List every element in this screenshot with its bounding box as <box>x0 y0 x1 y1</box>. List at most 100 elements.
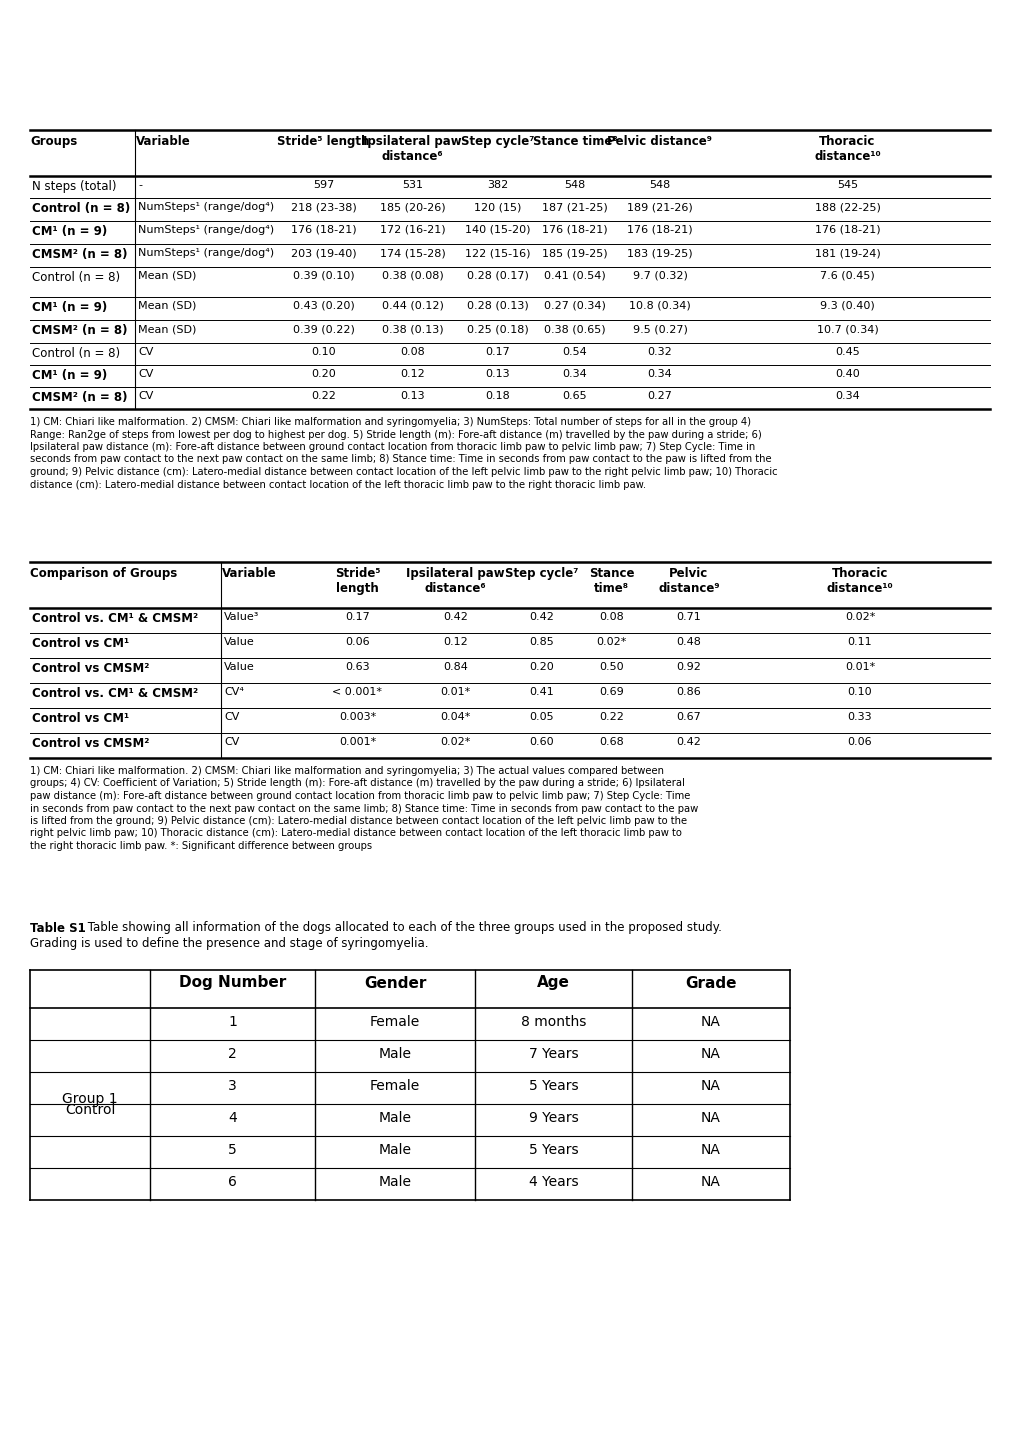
Text: 548: 548 <box>564 180 585 190</box>
Text: 5 Years: 5 Years <box>528 1143 578 1157</box>
Text: 0.06: 0.06 <box>847 737 871 747</box>
Text: 0.13: 0.13 <box>399 391 424 401</box>
Text: 0.86: 0.86 <box>676 687 701 697</box>
Text: 0.71: 0.71 <box>676 612 701 622</box>
Text: Control vs CMSM²: Control vs CMSM² <box>32 737 149 750</box>
Text: 5 Years: 5 Years <box>528 1079 578 1094</box>
Text: 9.3 (0.40): 9.3 (0.40) <box>819 302 874 312</box>
Text: 188 (22-25): 188 (22-25) <box>814 202 879 212</box>
Text: Thoracic
distance¹⁰: Thoracic distance¹⁰ <box>825 567 893 595</box>
Text: 0.84: 0.84 <box>442 662 468 672</box>
Text: Control (n = 8): Control (n = 8) <box>32 271 120 284</box>
Text: 0.003*: 0.003* <box>338 711 376 722</box>
Text: 0.33: 0.33 <box>847 711 871 722</box>
Text: Mean (SD): Mean (SD) <box>138 325 197 333</box>
Text: 0.02*: 0.02* <box>440 737 470 747</box>
Text: Control: Control <box>65 1104 115 1117</box>
Text: Male: Male <box>378 1048 411 1062</box>
Text: 0.85: 0.85 <box>529 636 553 646</box>
Text: 0.67: 0.67 <box>676 711 701 722</box>
Text: Step cycle⁷: Step cycle⁷ <box>461 136 534 149</box>
Text: 4 Years: 4 Years <box>528 1176 578 1189</box>
Text: 185 (20-26): 185 (20-26) <box>379 202 445 212</box>
Text: 218 (23-38): 218 (23-38) <box>290 202 356 212</box>
Text: 183 (19-25): 183 (19-25) <box>627 248 692 258</box>
Text: Group 1: Group 1 <box>62 1091 118 1105</box>
Text: Dog Number: Dog Number <box>178 975 286 990</box>
Text: 10.7 (0.34): 10.7 (0.34) <box>816 325 877 333</box>
Text: 9 Years: 9 Years <box>528 1111 578 1126</box>
Text: CM¹ (n = 9): CM¹ (n = 9) <box>32 302 107 315</box>
Text: Ipsilateral paw distance (m): Fore-aft distance between ground contact location : Ipsilateral paw distance (m): Fore-aft d… <box>30 442 754 452</box>
Text: Grading is used to define the presence and stage of syringomyelia.: Grading is used to define the presence a… <box>30 937 428 949</box>
Text: NA: NA <box>700 1048 720 1062</box>
Text: Value: Value <box>224 662 255 672</box>
Text: in seconds from paw contact to the next paw contact on the same limb; 8) Stance : in seconds from paw contact to the next … <box>30 804 698 814</box>
Text: Male: Male <box>378 1176 411 1189</box>
Text: seconds from paw contact to the next paw contact on the same limb; 8) Stance tim: seconds from paw contact to the next paw… <box>30 455 770 465</box>
Text: Control (n = 8): Control (n = 8) <box>32 202 130 215</box>
Text: Groups: Groups <box>30 136 77 149</box>
Text: 185 (19-25): 185 (19-25) <box>542 248 607 258</box>
Text: 0.12: 0.12 <box>399 369 425 380</box>
Text: 0.25 (0.18): 0.25 (0.18) <box>466 325 528 333</box>
Text: Grade: Grade <box>685 975 736 990</box>
Text: 0.50: 0.50 <box>598 662 624 672</box>
Text: 0.38 (0.65): 0.38 (0.65) <box>544 325 605 333</box>
Text: 0.28 (0.17): 0.28 (0.17) <box>466 271 528 281</box>
Text: 120 (15): 120 (15) <box>474 202 521 212</box>
Text: Step cycle⁷: Step cycle⁷ <box>504 567 578 580</box>
Text: Pelvic distance⁹: Pelvic distance⁹ <box>607 136 712 149</box>
Text: 140 (15-20): 140 (15-20) <box>465 225 530 235</box>
Text: NA: NA <box>700 1016 720 1029</box>
Text: 0.34: 0.34 <box>647 369 672 380</box>
Text: Range: Ran2ge of steps from lowest per dog to highest per dog. 5) Stride length : Range: Ran2ge of steps from lowest per d… <box>30 430 761 440</box>
Text: 548: 548 <box>649 180 669 190</box>
Text: 9.7 (0.32): 9.7 (0.32) <box>632 271 687 281</box>
Text: 0.60: 0.60 <box>529 737 553 747</box>
Text: 1) CM: Chiari like malformation. 2) CMSM: Chiari like malformation and syringomy: 1) CM: Chiari like malformation. 2) CMSM… <box>30 766 663 776</box>
Text: Value: Value <box>224 636 255 646</box>
Text: 0.45: 0.45 <box>835 346 859 356</box>
Text: ground; 9) Pelvic distance (cm): Latero-medial distance between contact location: ground; 9) Pelvic distance (cm): Latero-… <box>30 468 776 478</box>
Text: Pelvic
distance⁹: Pelvic distance⁹ <box>657 567 719 595</box>
Text: Ipsilateral paw
distance⁶: Ipsilateral paw distance⁶ <box>406 567 504 595</box>
Text: 9.5 (0.27): 9.5 (0.27) <box>632 325 687 333</box>
Text: Thoracic
distance¹⁰: Thoracic distance¹⁰ <box>813 136 880 163</box>
Text: 0.01*: 0.01* <box>440 687 470 697</box>
Text: 0.17: 0.17 <box>485 346 510 356</box>
Text: 0.44 (0.12): 0.44 (0.12) <box>381 302 443 312</box>
Text: 0.001*: 0.001* <box>338 737 376 747</box>
Text: 176 (18-21): 176 (18-21) <box>627 225 692 235</box>
Text: 0.92: 0.92 <box>676 662 701 672</box>
Text: 1: 1 <box>228 1016 236 1029</box>
Text: 0.38 (0.13): 0.38 (0.13) <box>381 325 443 333</box>
Text: CMSM² (n = 8): CMSM² (n = 8) <box>32 248 127 261</box>
Text: 0.42: 0.42 <box>676 737 701 747</box>
Text: 176 (18-21): 176 (18-21) <box>814 225 879 235</box>
Text: CMSM² (n = 8): CMSM² (n = 8) <box>32 325 127 338</box>
Text: distance (cm): Latero-medial distance between contact location of the left thora: distance (cm): Latero-medial distance be… <box>30 479 645 489</box>
Text: 0.27 (0.34): 0.27 (0.34) <box>543 302 605 312</box>
Text: Male: Male <box>378 1111 411 1126</box>
Text: < 0.001*: < 0.001* <box>332 687 382 697</box>
Text: 0.20: 0.20 <box>529 662 553 672</box>
Text: 2: 2 <box>228 1048 236 1062</box>
Text: 0.34: 0.34 <box>835 391 859 401</box>
Text: groups; 4) CV: Coefficient of Variation; 5) Stride length (m): Fore-aft distance: groups; 4) CV: Coefficient of Variation;… <box>30 779 684 788</box>
Text: 0.11: 0.11 <box>847 636 871 646</box>
Text: 0.68: 0.68 <box>598 737 624 747</box>
Text: Gender: Gender <box>364 975 426 990</box>
Text: 6: 6 <box>228 1176 236 1189</box>
Text: Stride⁵ length: Stride⁵ length <box>277 136 369 149</box>
Text: 7 Years: 7 Years <box>528 1048 578 1062</box>
Text: NA: NA <box>700 1079 720 1094</box>
Text: 0.42: 0.42 <box>529 612 553 622</box>
Text: CV: CV <box>138 391 153 401</box>
Text: 0.41 (0.54): 0.41 (0.54) <box>543 271 605 281</box>
Text: 172 (16-21): 172 (16-21) <box>379 225 445 235</box>
Text: 531: 531 <box>401 180 423 190</box>
Text: 0.20: 0.20 <box>311 369 335 380</box>
Text: 0.39 (0.22): 0.39 (0.22) <box>292 325 354 333</box>
Text: Male: Male <box>378 1143 411 1157</box>
